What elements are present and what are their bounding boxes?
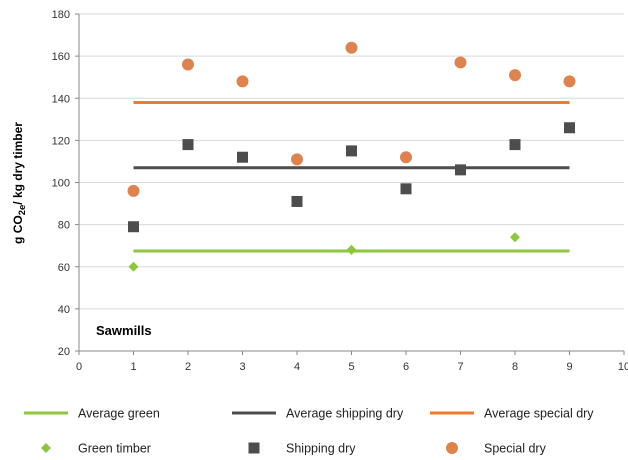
x-tick-8: 8	[512, 361, 518, 373]
point-special-dry-7	[454, 56, 467, 69]
x-tick-4: 4	[294, 361, 300, 373]
data-points	[127, 41, 576, 272]
gridlines	[75, 13, 624, 352]
x-tick-6: 6	[403, 361, 409, 373]
point-green-timber-8	[510, 232, 520, 243]
y-axis-label-main: g CO	[11, 215, 25, 244]
point-shipping-dry-4	[291, 195, 303, 207]
point-special-dry-9	[563, 75, 576, 88]
x-tick-2: 2	[185, 361, 191, 373]
x-tick-10: 10	[618, 361, 628, 373]
legend-label-average-special-dry: Average special dry	[484, 407, 594, 421]
average-lines	[133, 100, 570, 253]
x-tick-9: 9	[566, 361, 572, 373]
point-shipping-dry-8	[509, 139, 521, 151]
y-tick-120: 120	[52, 135, 70, 147]
point-special-dry-6	[400, 151, 412, 164]
point-green-timber-1	[128, 261, 139, 272]
legend-swatch-green-timber	[41, 443, 51, 453]
series-special-dry	[127, 41, 576, 197]
y-axis-label-subscript: 2e	[17, 205, 28, 216]
legend-label-average-green: Average green	[78, 407, 160, 421]
legend-label-shipping-dry: Shipping dry	[286, 442, 356, 456]
x-tick-5: 5	[348, 361, 354, 373]
x-tick-1: 1	[130, 361, 136, 373]
point-green-timber-5	[346, 244, 357, 255]
svg-text:g CO2e/ kg dry timber: g CO2e/ kg dry timber	[11, 122, 28, 244]
legend-swatch-special-dry	[446, 442, 458, 454]
point-shipping-dry-5	[346, 145, 357, 157]
x-tick-3: 3	[239, 361, 245, 373]
point-special-dry-4	[291, 153, 303, 166]
point-special-dry-3	[236, 75, 249, 88]
legend-label-average-shipping-dry: Average shipping dry	[286, 407, 404, 421]
point-shipping-dry-2	[182, 139, 194, 151]
series-green-timber	[128, 232, 520, 272]
x-tick-7: 7	[457, 361, 463, 373]
y-tick-140: 140	[52, 93, 70, 105]
y-tick-40: 40	[58, 304, 70, 316]
point-shipping-dry-6	[400, 183, 412, 195]
point-shipping-dry-9	[564, 122, 575, 134]
point-shipping-dry-7	[455, 164, 466, 176]
legend-label-green-timber: Green timber	[78, 442, 151, 456]
point-special-dry-2	[182, 58, 194, 71]
y-tick-labels: 20 40 60 80 100 120 140 160 180	[52, 9, 70, 358]
y-tick-180: 180	[52, 9, 70, 21]
legend-label-special-dry: Special dry	[484, 442, 547, 456]
legend-swatch-shipping-dry	[248, 442, 260, 454]
point-special-dry-8	[509, 69, 521, 82]
sawmills-annotation: Sawmills	[96, 323, 152, 338]
y-tick-100: 100	[52, 178, 70, 190]
point-special-dry-1	[127, 184, 140, 197]
y-tick-160: 160	[52, 51, 70, 63]
y-axis-label: g CO2e/ kg dry timber	[11, 122, 28, 244]
x-tick-labels: 0 1 2 3 4 5 6 7 8 9 10	[76, 351, 628, 373]
y-tick-60: 60	[58, 262, 70, 274]
point-shipping-dry-1	[128, 221, 139, 233]
y-axis-label-suffix: / kg dry timber	[11, 122, 25, 205]
point-shipping-dry-3	[237, 151, 248, 163]
y-tick-80: 80	[58, 220, 70, 232]
point-special-dry-5	[345, 41, 358, 54]
y-tick-20: 20	[58, 346, 70, 358]
x-tick-0: 0	[76, 361, 82, 373]
series-shipping-dry	[128, 122, 575, 233]
legend: Average green Average shipping dry Average…	[24, 407, 594, 456]
